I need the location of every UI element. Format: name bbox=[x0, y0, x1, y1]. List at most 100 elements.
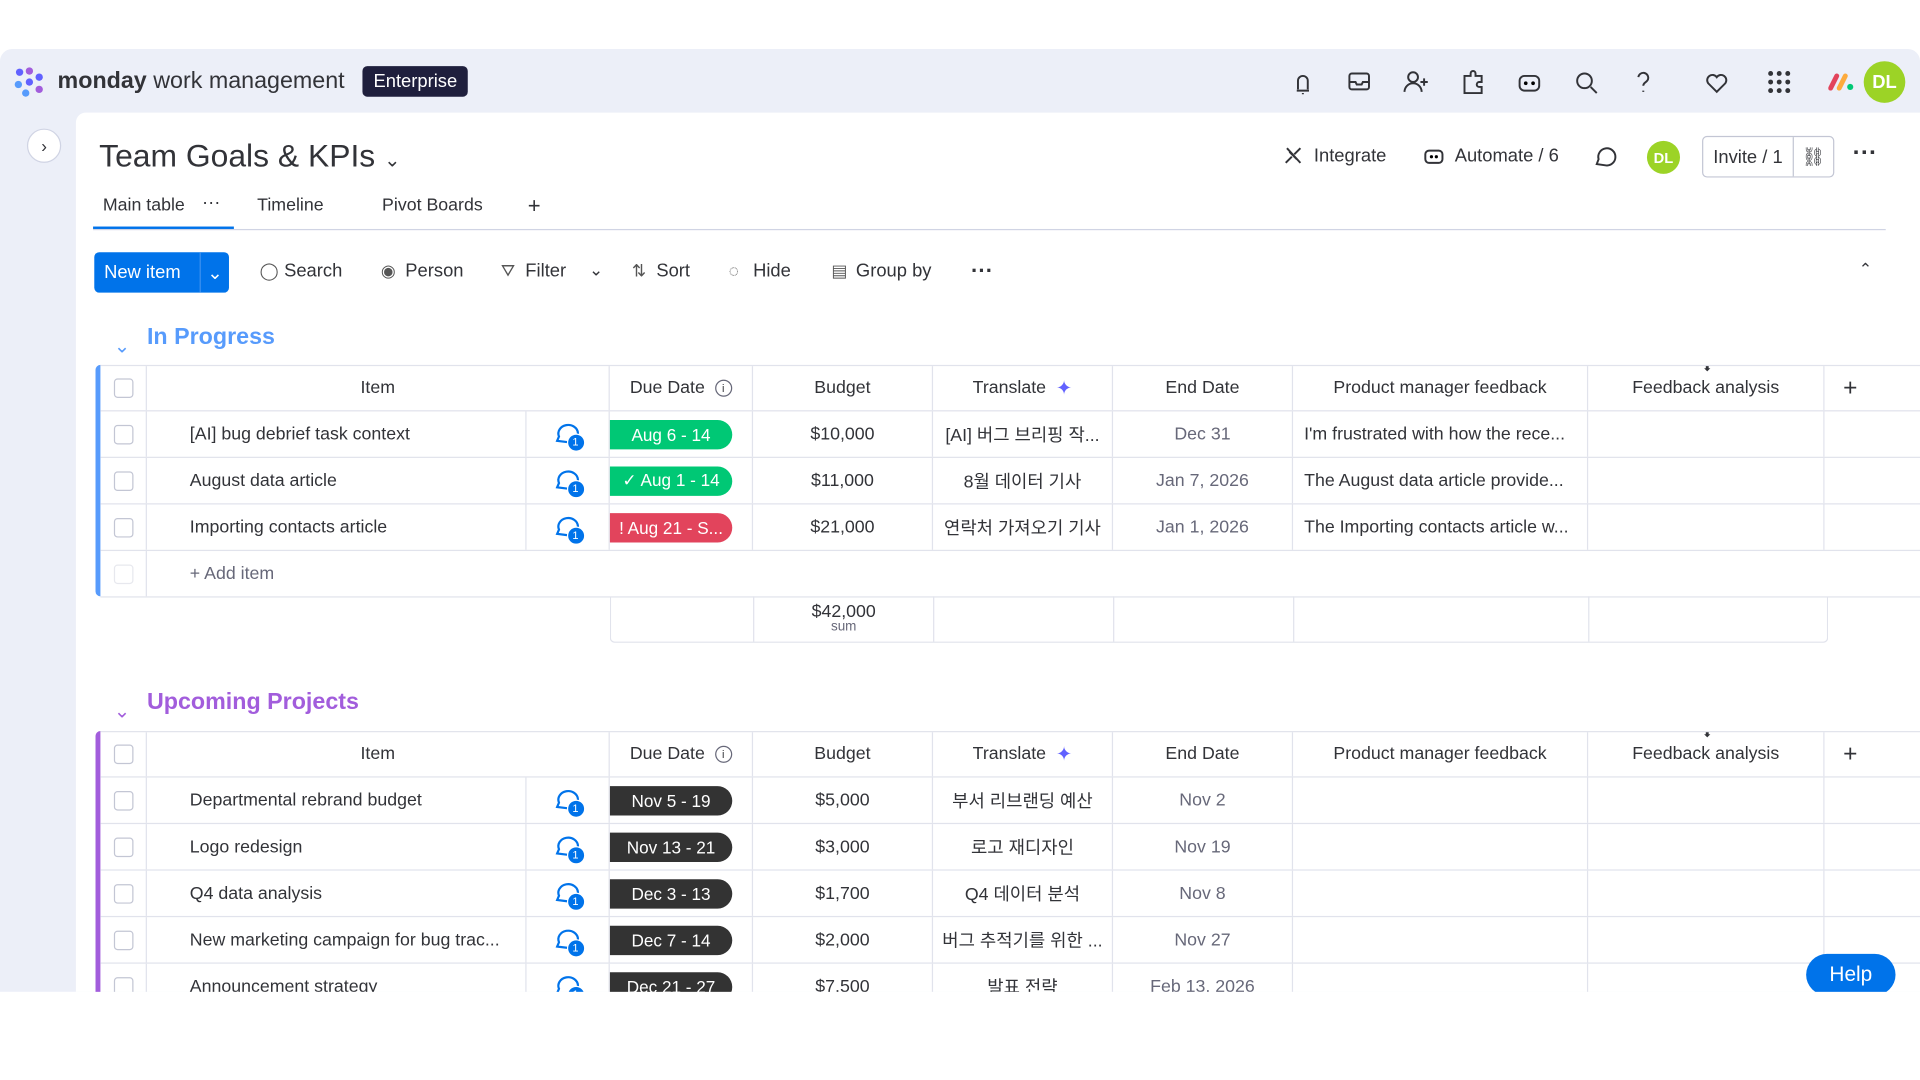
budget-cell: $7,500 bbox=[753, 963, 934, 1009]
brand: monday work management bbox=[58, 69, 345, 96]
updates-count: 1 bbox=[566, 525, 585, 545]
toolbar-label: Sort bbox=[656, 260, 691, 282]
checkbox-cell bbox=[100, 551, 147, 597]
sort-handle[interactable]: ⬍ bbox=[1702, 366, 1713, 375]
column-title: Budget bbox=[814, 744, 871, 765]
checkbox[interactable] bbox=[113, 836, 133, 857]
pm-cell bbox=[1293, 777, 1589, 823]
updates-count: 1 bbox=[566, 798, 585, 818]
summary-cell bbox=[1114, 596, 1295, 642]
toolbar-button[interactable]: ⇅ Sort bbox=[632, 261, 690, 282]
tr-cell: 버그 추적기를 위한 ... bbox=[933, 917, 1114, 963]
column-title: End Date bbox=[1165, 378, 1240, 398]
end-cell: Jan 7, 2026 bbox=[1113, 457, 1294, 504]
column-title: Item bbox=[360, 378, 396, 398]
due-date-pill: Nov 13 - 21 bbox=[609, 832, 733, 862]
column-header: Product manager feedback bbox=[1293, 366, 1589, 411]
group-color-bar bbox=[95, 731, 101, 1009]
checkbox[interactable] bbox=[113, 790, 133, 811]
toolbar-icon: ⛛ bbox=[500, 260, 516, 281]
info-icon[interactable]: i bbox=[714, 745, 732, 763]
comments-button[interactable] bbox=[1593, 144, 1617, 168]
item-name: Announcement strategy bbox=[147, 963, 527, 1009]
updates-icon[interactable]: 1 bbox=[553, 514, 585, 545]
new-item-button[interactable]: New item ⌄ bbox=[94, 252, 229, 293]
updates-icon[interactable]: 1 bbox=[553, 787, 585, 818]
filter-caret[interactable]: ⌄ bbox=[588, 259, 604, 280]
sidebar-toggle[interactable]: › bbox=[26, 128, 62, 163]
updates-icon[interactable]: 1 bbox=[553, 467, 585, 498]
toolbar-more[interactable]: ··· bbox=[971, 258, 994, 283]
checkbox[interactable] bbox=[113, 517, 133, 537]
checkbox[interactable] bbox=[113, 744, 133, 765]
table-row[interactable]: Logo redesign 1 Nov 13 - 21 $3,000 로고 재디자인 No… bbox=[100, 824, 1920, 871]
add-column[interactable]: + bbox=[1843, 740, 1858, 768]
end-cell: Jan 1, 2026 bbox=[1113, 504, 1294, 550]
tab-menu[interactable]: ··· bbox=[202, 192, 221, 214]
updates-cell: 1 bbox=[527, 504, 610, 550]
checkbox[interactable] bbox=[113, 930, 133, 950]
copy-link[interactable]: ⛓ bbox=[1801, 146, 1826, 168]
bottom-edge bbox=[0, 991, 1920, 1080]
tab[interactable]: Main table bbox=[102, 195, 185, 216]
brand-name: monday bbox=[57, 68, 147, 95]
table-row[interactable]: August data article 1 ✓ Aug 1 - 14 $11,000 8… bbox=[100, 457, 1920, 505]
add-view[interactable]: + bbox=[527, 193, 541, 218]
updates-icon[interactable]: 1 bbox=[553, 880, 585, 911]
toolbar-button[interactable]: ▤ Group by bbox=[831, 261, 931, 282]
due-date-cell: Dec 7 - 14 bbox=[609, 917, 754, 963]
ai-sparkle: ✦ bbox=[1055, 378, 1073, 400]
checkbox[interactable] bbox=[113, 424, 133, 444]
end-cell: Dec 31 bbox=[1113, 411, 1294, 457]
automate-button[interactable]: Automate / 6 bbox=[1423, 144, 1559, 166]
pm-cell bbox=[1293, 824, 1589, 870]
top-icons[interactable] bbox=[1286, 66, 1825, 98]
group-title[interactable]: In Progress bbox=[146, 324, 275, 351]
column-header: Translate ✦ bbox=[933, 366, 1114, 411]
due-date-cell: Dec 3 - 13 bbox=[609, 870, 754, 916]
user-avatar[interactable]: DL bbox=[1863, 61, 1906, 103]
table-row[interactable]: Q4 data analysis 1 Dec 3 - 13 $1,700 Q4 데이터 … bbox=[100, 870, 1920, 918]
checkbox[interactable] bbox=[113, 378, 133, 398]
group-chevron[interactable]: ⌄ bbox=[113, 701, 131, 723]
add-column[interactable]: + bbox=[1843, 374, 1858, 402]
add-item-row[interactable]: + Add item bbox=[100, 551, 1920, 598]
board-menu[interactable]: ··· bbox=[1852, 139, 1878, 167]
toolbar-button[interactable]: ◯ Search bbox=[260, 261, 343, 282]
column-header: Item bbox=[147, 732, 610, 777]
member-avatar[interactable]: DL bbox=[1646, 140, 1681, 174]
integrate-button[interactable]: Integrate bbox=[1282, 144, 1386, 166]
toolbar-button[interactable]: ◌ Hide bbox=[729, 261, 791, 282]
column-header: End Date bbox=[1113, 732, 1294, 777]
tr-cell: 8월 데이터 기사 bbox=[933, 457, 1114, 504]
invite-button[interactable]: Invite / 1 bbox=[1703, 137, 1794, 177]
column-header: Budget bbox=[753, 366, 934, 411]
group-title[interactable]: Upcoming Projects bbox=[146, 689, 359, 716]
checkbox[interactable] bbox=[113, 883, 133, 904]
tab[interactable]: Pivot Boards bbox=[382, 195, 483, 216]
item-name: Departmental rebrand budget bbox=[147, 777, 527, 823]
add-item[interactable]: + Add item bbox=[189, 563, 275, 584]
help-button[interactable]: Help bbox=[1806, 953, 1896, 996]
toolbar-icon: ◯ bbox=[259, 260, 279, 281]
checkbox[interactable] bbox=[113, 470, 133, 491]
table-row[interactable]: New marketing campaign for bug trac... 1 D… bbox=[100, 917, 1920, 964]
board-title-text: Team Goals & KPIs bbox=[99, 137, 376, 174]
collapse-header[interactable]: ⌃ bbox=[1858, 259, 1873, 278]
sort-handle[interactable]: ⬍ bbox=[1702, 732, 1713, 741]
tab[interactable]: Timeline bbox=[257, 195, 324, 216]
plan-badge: Enterprise bbox=[362, 66, 469, 97]
table-row[interactable]: Departmental rebrand budget 1 Nov 5 - 19 $5… bbox=[100, 777, 1920, 825]
due-date-pill: Dec 3 - 13 bbox=[609, 878, 733, 908]
toolbar-button[interactable]: ⛛ Filter bbox=[501, 261, 566, 282]
updates-icon[interactable]: 1 bbox=[553, 421, 585, 452]
toolbar-button[interactable]: ◉ Person bbox=[381, 261, 464, 282]
pm-cell: The Importing contacts article w... bbox=[1293, 504, 1589, 550]
group-chevron[interactable]: ⌄ bbox=[113, 336, 131, 358]
table-row[interactable]: [AI] bug debrief task context 1 Aug 6 - 14… bbox=[100, 411, 1920, 458]
due-date-cell: Nov 5 - 19 bbox=[609, 777, 754, 823]
info-icon[interactable]: i bbox=[714, 379, 732, 397]
table-row[interactable]: Importing contacts article 1 ! Aug 21 - S.… bbox=[100, 504, 1920, 552]
updates-icon[interactable]: 1 bbox=[553, 833, 585, 864]
updates-icon[interactable]: 1 bbox=[553, 926, 585, 957]
